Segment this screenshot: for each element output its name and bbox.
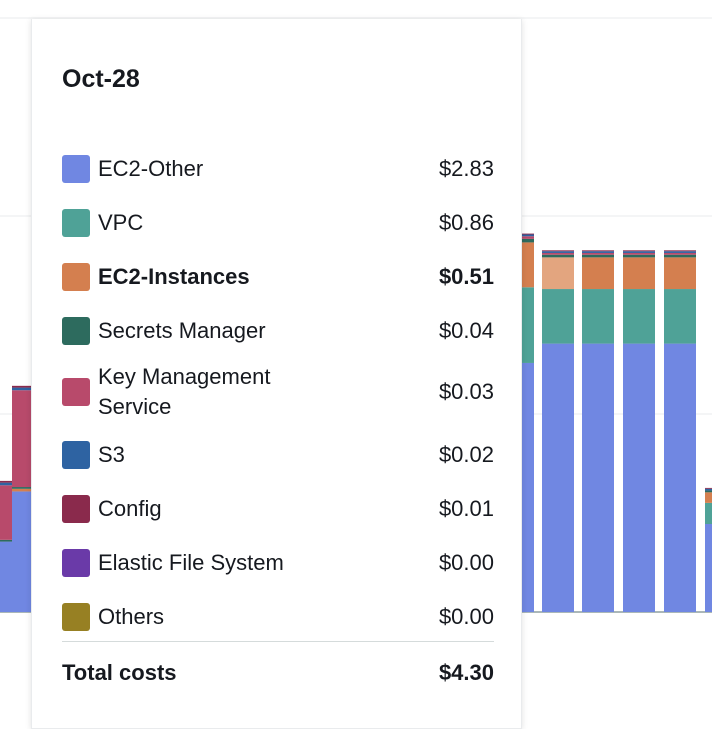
tooltip-row: EC2-Other $2.83	[62, 154, 494, 184]
chart-tooltip: Oct-28 EC2-Other $2.83 VPC $0.86 EC2-Instanc…	[31, 19, 522, 729]
bar-segment	[582, 343, 614, 612]
series-label: Config	[98, 496, 162, 521]
series-label: VPC	[98, 210, 144, 235]
tooltip-row: Key Management Service $0.03	[62, 362, 494, 422]
bar[interactable]	[623, 250, 655, 612]
series-label: Elastic File System	[98, 550, 284, 575]
series-value: $0.02	[438, 442, 494, 467]
tooltip-row: Secrets Manager $0.04	[62, 316, 494, 346]
series-value: $2.83	[438, 156, 494, 181]
legend-swatch	[62, 155, 90, 183]
bar-segment	[623, 251, 655, 253]
bar-segment	[0, 482, 12, 486]
bar-segment	[12, 487, 44, 489]
bar-highlighted[interactable]	[542, 250, 574, 612]
bar-segment	[12, 488, 44, 492]
bar-segment	[623, 252, 655, 255]
bar-segment	[12, 387, 44, 391]
series-label: Key Management Service	[98, 364, 271, 419]
legend-swatch	[62, 441, 90, 469]
bar-segment	[0, 539, 12, 542]
bar-segment	[705, 524, 712, 612]
bar-segment	[705, 488, 712, 491]
bar[interactable]	[705, 487, 712, 612]
bar-segment	[664, 257, 696, 290]
legend-swatch	[62, 317, 90, 345]
series-value: $0.86	[438, 210, 494, 235]
tooltip-row: Others $0.00	[62, 602, 494, 632]
bar-segment	[0, 541, 12, 612]
tooltip-row: EC2-Instances $0.51	[62, 262, 494, 292]
bar-segment	[542, 251, 574, 253]
series-value: $0.01	[438, 496, 494, 521]
tooltip-divider	[62, 641, 494, 642]
bar-segment	[582, 254, 614, 258]
bar[interactable]	[0, 480, 12, 612]
series-value: $0.00	[438, 550, 494, 575]
total-value: $4.30	[438, 660, 494, 685]
bar-segment	[623, 289, 655, 344]
series-label: EC2-Other	[98, 156, 204, 181]
series-label: EC2-Instances	[98, 264, 250, 289]
series-label: Secrets Manager	[98, 318, 266, 343]
bar-segment	[623, 257, 655, 290]
bar-segment	[623, 254, 655, 258]
bar-segment	[542, 343, 574, 612]
tooltip-row: Config $0.01	[62, 494, 494, 524]
series-value: $0.00	[438, 604, 494, 629]
bar-segment	[582, 251, 614, 253]
bar-segment	[12, 385, 44, 388]
legend-swatch	[62, 603, 90, 631]
series-label: Others	[98, 604, 165, 629]
bar-segment	[582, 257, 614, 290]
bar-segment	[542, 257, 574, 290]
bar-segment	[705, 492, 712, 503]
bar-segment	[542, 250, 574, 252]
bar-segment	[582, 289, 614, 344]
bar-segment	[705, 487, 712, 489]
bar-segment	[664, 289, 696, 344]
series-value: $0.04	[438, 318, 494, 343]
bar-segment	[542, 254, 574, 258]
bar-segment	[582, 250, 614, 252]
legend-swatch	[62, 263, 90, 291]
bar-segment	[664, 251, 696, 253]
bar-segment	[623, 250, 655, 252]
tooltip-title: Oct-28	[62, 65, 140, 93]
bar-segment	[705, 490, 712, 493]
bar-segment	[705, 502, 712, 524]
bar-segment	[664, 252, 696, 255]
bar-segment	[542, 252, 574, 255]
tooltip-row: Elastic File System $0.00	[62, 548, 494, 578]
bar-segment	[582, 252, 614, 255]
bar-segment	[623, 343, 655, 612]
total-label: Total costs	[62, 660, 177, 685]
series-value: $0.03	[438, 379, 494, 404]
tooltip-row: VPC $0.86	[62, 208, 494, 238]
bar-segment	[0, 480, 12, 483]
tooltip-row: S3 $0.02	[62, 440, 494, 470]
bar-segment	[664, 250, 696, 252]
bar-segment	[542, 289, 574, 344]
bar-segment	[0, 485, 12, 540]
series-label: S3	[98, 442, 125, 467]
series-value: $0.51	[438, 264, 494, 289]
legend-swatch	[62, 495, 90, 523]
legend-swatch	[62, 378, 90, 406]
legend-swatch	[62, 209, 90, 237]
tooltip-total-row: Total costs $4.30	[62, 660, 494, 686]
legend-swatch	[62, 549, 90, 577]
bar[interactable]	[664, 250, 696, 612]
bar-segment	[664, 254, 696, 258]
bar-segment	[664, 343, 696, 612]
bar[interactable]	[582, 250, 614, 612]
